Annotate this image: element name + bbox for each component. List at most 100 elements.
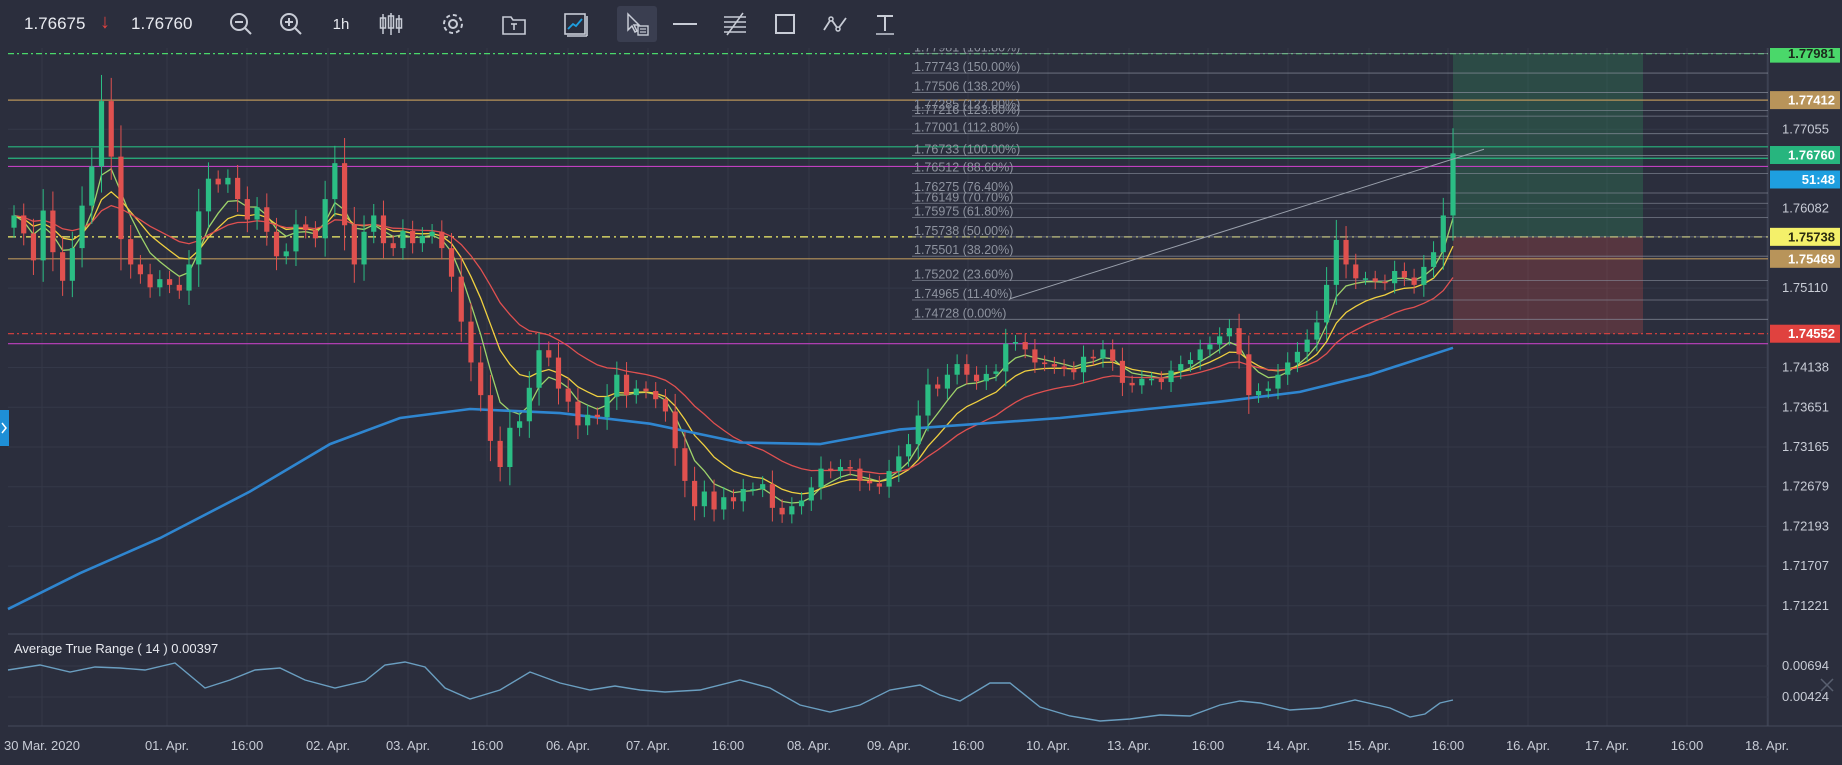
bull-candle bbox=[1285, 362, 1291, 375]
bear-candle bbox=[147, 274, 153, 288]
bull-candle bbox=[604, 396, 610, 418]
time-tick-label: 16:00 bbox=[1432, 738, 1465, 753]
bear-candle bbox=[448, 248, 455, 277]
bear-candle bbox=[857, 468, 863, 481]
time-tick-label: 13. Apr. bbox=[1107, 738, 1151, 753]
bear-candle bbox=[478, 362, 484, 396]
timeframe-button[interactable]: 1h bbox=[322, 6, 360, 42]
time-tick-label: 08. Apr. bbox=[787, 738, 831, 753]
atr-panel: Average True Range ( 14 ) 0.00397 0.00694… bbox=[7, 641, 1829, 722]
time-tick-label: 16:00 bbox=[1192, 738, 1225, 753]
horizontal-line-tool-button[interactable] bbox=[666, 6, 704, 42]
rectangle-tool-button[interactable] bbox=[766, 6, 804, 42]
bull-candle bbox=[993, 371, 999, 374]
bear-candle bbox=[21, 215, 27, 234]
bear-candle bbox=[60, 252, 66, 281]
bull-candle bbox=[1450, 153, 1456, 216]
bull-candle bbox=[1255, 391, 1262, 396]
entry-price-badge-bg bbox=[1770, 227, 1840, 246]
time-tick-label: 10. Apr. bbox=[1026, 738, 1070, 753]
bull-candle bbox=[1178, 364, 1184, 371]
text-icon bbox=[876, 15, 894, 35]
bull-candle bbox=[896, 456, 902, 472]
bull-candle bbox=[837, 467, 844, 472]
zoom-out-button[interactable] bbox=[222, 6, 260, 42]
path-tool-button[interactable] bbox=[816, 6, 854, 42]
support-price-badge-bg bbox=[1770, 249, 1840, 268]
time-tick-label: 16:00 bbox=[952, 738, 985, 753]
side-panel-toggle[interactable] bbox=[0, 410, 9, 446]
bull-candle bbox=[818, 468, 824, 488]
fibonacci-tool-button[interactable] bbox=[716, 6, 754, 42]
bear-candle bbox=[779, 507, 785, 515]
price-tick-label: 1.72679 bbox=[1782, 479, 1829, 494]
bull-candle bbox=[536, 350, 542, 388]
bear-candle bbox=[458, 276, 464, 322]
bull-candle bbox=[585, 414, 591, 426]
bear-candle bbox=[546, 350, 552, 358]
bear-candle bbox=[380, 215, 387, 244]
bull-candle bbox=[983, 373, 989, 382]
chevron-right-icon bbox=[1, 422, 7, 434]
bull-candle bbox=[1333, 239, 1339, 285]
candle-timer-badge-bg bbox=[1770, 170, 1840, 189]
bull-candle bbox=[1304, 339, 1310, 352]
horizontal-levels bbox=[8, 53, 1768, 345]
price-chart[interactable]: 1.77981 (161.80%) 1.77743 (150.00%) 1.7750… bbox=[0, 41, 1842, 765]
bull-candle bbox=[69, 248, 75, 281]
bull-candle bbox=[283, 251, 289, 257]
bear-candle bbox=[1042, 362, 1048, 365]
stop-price-badge-bg bbox=[1770, 324, 1840, 343]
zoom-out-icon bbox=[230, 13, 252, 35]
time-tick-label: 18. Apr. bbox=[1745, 738, 1789, 753]
toolbar: 1.76675 ↓ 1.76760 1h bbox=[0, 0, 1842, 48]
target-price-badge: 1.77981 bbox=[1788, 48, 1835, 61]
select-tool-button[interactable] bbox=[617, 6, 657, 42]
bear-candle bbox=[643, 388, 649, 392]
bear-candle bbox=[1158, 378, 1164, 383]
bear-candle bbox=[1110, 349, 1116, 361]
bear-candle bbox=[730, 497, 737, 502]
bear-candle bbox=[410, 230, 416, 244]
bull-candle bbox=[1207, 344, 1213, 350]
bear-candle bbox=[118, 156, 124, 240]
bear-candle bbox=[244, 199, 250, 220]
path-icon bbox=[823, 16, 847, 32]
zoom-in-button[interactable] bbox=[272, 6, 310, 42]
bull-candle bbox=[925, 384, 931, 416]
trend-line bbox=[1009, 148, 1485, 300]
fib-level-label: 1.77001 (112.80%) bbox=[914, 121, 1019, 135]
price-tick-label: 1.75110 bbox=[1782, 280, 1828, 295]
time-tick-label: 16. Apr. bbox=[1506, 738, 1550, 753]
fib-level-label: 1.77743 (150.00%) bbox=[914, 60, 1020, 74]
text-tool-button[interactable] bbox=[866, 6, 904, 42]
bull-candle bbox=[400, 230, 406, 249]
fib-level-label: 1.76512 (88.60%) bbox=[914, 161, 1013, 175]
support-price-badge: 1.75469 bbox=[1788, 251, 1835, 266]
bull-candle bbox=[371, 215, 377, 232]
templates-button[interactable] bbox=[495, 6, 533, 42]
chart-type-button[interactable] bbox=[372, 6, 410, 42]
position-zones bbox=[1453, 53, 1643, 334]
rectangle-icon bbox=[775, 14, 795, 34]
bear-candle bbox=[497, 440, 503, 468]
bear-candle bbox=[137, 264, 143, 275]
time-tick-label: 30 Mar. 2020 bbox=[4, 738, 80, 753]
bear-candle bbox=[166, 279, 173, 285]
fib-level-label: 1.76733 (100.00%) bbox=[914, 143, 1020, 157]
bear-candle bbox=[692, 480, 698, 507]
bull-candle bbox=[11, 215, 17, 228]
fib-level-label: 1.75975 (61.80%) bbox=[914, 204, 1013, 218]
bull-candle bbox=[79, 205, 85, 249]
settings-button[interactable] bbox=[434, 6, 472, 42]
time-tick-label: 16:00 bbox=[1671, 738, 1704, 753]
bear-candle bbox=[828, 468, 834, 472]
bull-candle bbox=[789, 506, 795, 515]
price-axis: 1.77055 1.76082 1.75110 1.74138 1.73651 1.731… bbox=[1770, 44, 1840, 613]
bear-candle bbox=[1129, 382, 1135, 386]
atr-close-button[interactable] bbox=[1818, 676, 1836, 694]
indicators-button[interactable] bbox=[556, 6, 594, 42]
bull-candle bbox=[1314, 322, 1320, 340]
price-tick-label: 1.74138 bbox=[1782, 360, 1829, 375]
